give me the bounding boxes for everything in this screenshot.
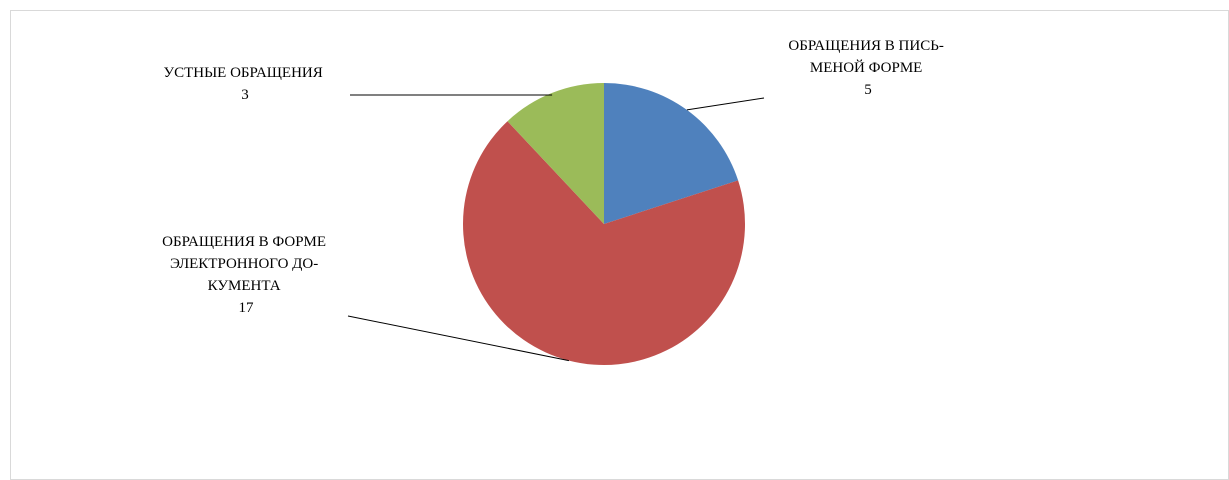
pie-chart: ОБРАЩЕНИЯ В ПИСЬ- МЕНОЙ ФОРМЕ 5 ОБРАЩЕНИ…: [162, 38, 947, 366]
slice-value-label: 17: [239, 300, 255, 316]
leader-lines: [347, 94, 765, 362]
slice-label-elektronnye: ОБРАЩЕНИЯ В ФОРМЕ ЭЛЕКТРОННОГО ДО- КУМЕН…: [162, 234, 330, 316]
slice-label-line: ОБРАЩЕНИЯ В ПИСЬ-: [788, 38, 943, 54]
slice-label-line: УСТНЫЕ ОБРАЩЕНИЯ: [163, 65, 322, 81]
slice-label-line: ОБРАЩЕНИЯ В ФОРМЕ: [162, 234, 326, 250]
pie-slice-elektronnye: [463, 121, 746, 366]
slice-label-line: МЕНОЙ ФОРМЕ: [810, 59, 922, 76]
slice-value-label: 3: [241, 87, 249, 103]
slice-label-pismennye: ОБРАЩЕНИЯ В ПИСЬ- МЕНОЙ ФОРМЕ 5: [788, 38, 947, 98]
slice-value-label: 5: [864, 82, 872, 98]
slice-label-ustnye: УСТНЫЕ ОБРАЩЕНИЯ 3: [163, 65, 326, 103]
leader-line: [347, 315, 569, 362]
pie-slice-ustnye: [507, 83, 604, 224]
leader-line: [686, 97, 765, 111]
slice-label-line: КУМЕНТА: [208, 278, 281, 294]
pie-slices: [463, 83, 746, 366]
slice-label-line: ЭЛЕКТРОННОГО ДО-: [170, 256, 318, 272]
pie-slice-pismennye: [604, 83, 739, 224]
